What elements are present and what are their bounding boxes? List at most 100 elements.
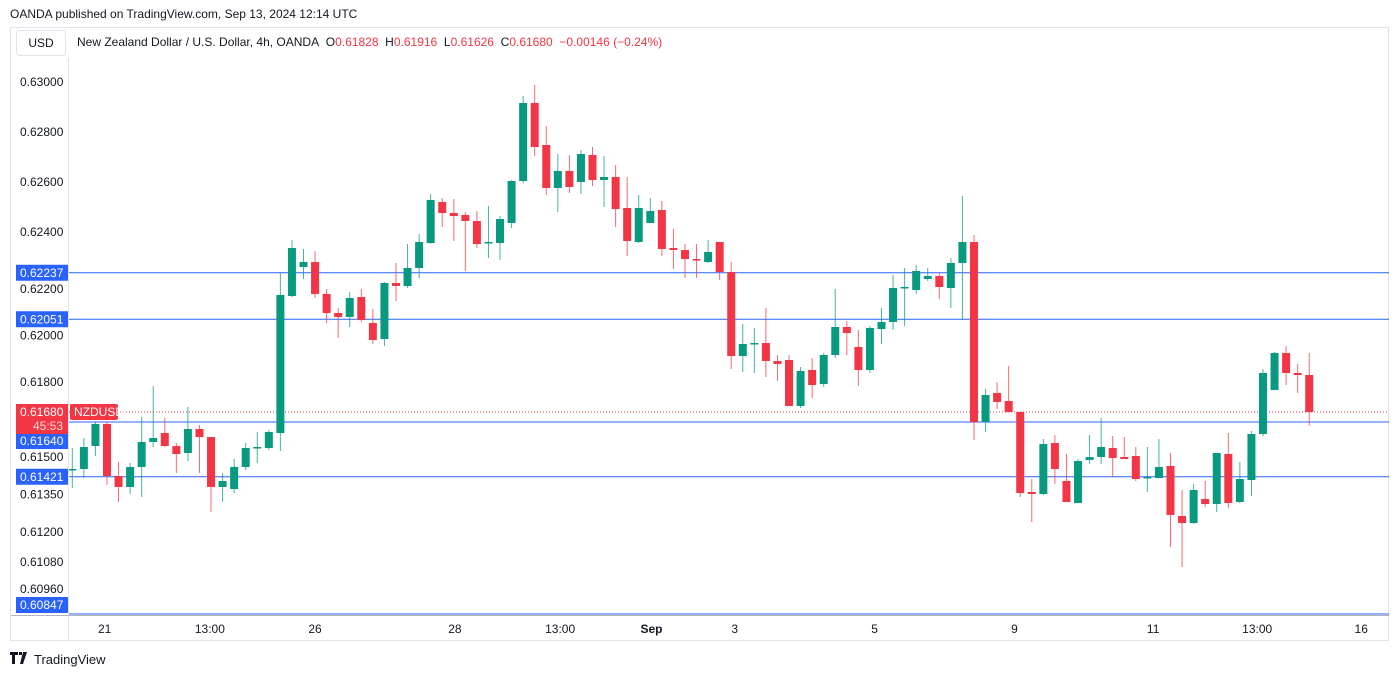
candle[interactable] <box>565 155 574 193</box>
candle[interactable] <box>253 432 262 463</box>
candle[interactable] <box>1027 479 1036 522</box>
candle[interactable] <box>160 418 169 447</box>
candle[interactable] <box>276 273 285 451</box>
candle[interactable] <box>576 150 585 194</box>
candle[interactable] <box>461 212 470 271</box>
candle[interactable] <box>1062 454 1071 502</box>
candle[interactable] <box>1166 453 1175 547</box>
candle[interactable] <box>126 463 135 494</box>
candle[interactable] <box>588 147 597 186</box>
candle[interactable] <box>241 443 250 470</box>
candle[interactable] <box>1016 412 1025 497</box>
candle[interactable] <box>496 216 505 260</box>
candle[interactable] <box>785 355 794 406</box>
candle[interactable] <box>969 235 978 440</box>
candle[interactable] <box>634 195 643 243</box>
candle[interactable] <box>1050 435 1059 484</box>
candle[interactable] <box>1270 352 1279 390</box>
candle[interactable] <box>1085 435 1094 464</box>
candle[interactable] <box>542 126 551 195</box>
candle[interactable] <box>1282 346 1291 385</box>
candle[interactable] <box>877 308 886 344</box>
candle[interactable] <box>530 85 539 156</box>
candle[interactable] <box>900 268 909 326</box>
candle[interactable] <box>1293 364 1302 393</box>
candle[interactable] <box>426 194 435 244</box>
candle[interactable] <box>1108 436 1117 477</box>
candle[interactable] <box>761 308 770 377</box>
candle[interactable] <box>854 330 863 386</box>
candle[interactable] <box>137 417 146 497</box>
candle[interactable] <box>391 263 400 301</box>
candle[interactable] <box>218 473 227 502</box>
candle[interactable] <box>149 386 158 447</box>
candle[interactable] <box>519 96 528 183</box>
candle[interactable] <box>993 382 1002 409</box>
candle[interactable] <box>842 321 851 355</box>
candle[interactable] <box>1235 462 1244 503</box>
candle[interactable] <box>264 430 273 450</box>
candle[interactable] <box>484 206 493 258</box>
candle[interactable] <box>322 289 331 323</box>
candle[interactable] <box>738 324 747 372</box>
candle[interactable] <box>692 244 701 278</box>
candle[interactable] <box>415 234 424 278</box>
candle[interactable] <box>796 367 805 408</box>
candle[interactable] <box>669 229 678 269</box>
candle[interactable] <box>287 240 296 297</box>
candle[interactable] <box>865 326 874 373</box>
candle[interactable] <box>981 389 990 432</box>
candle[interactable] <box>172 443 181 473</box>
candle[interactable] <box>958 196 967 320</box>
candle[interactable] <box>368 309 377 344</box>
candle[interactable] <box>1004 366 1013 412</box>
candle[interactable] <box>1178 490 1187 567</box>
candle[interactable] <box>345 292 354 327</box>
candle[interactable] <box>1224 433 1233 508</box>
candle[interactable] <box>600 156 609 207</box>
candle[interactable] <box>923 268 932 281</box>
candle[interactable] <box>773 355 782 381</box>
candle[interactable] <box>831 289 840 358</box>
candle[interactable] <box>1189 484 1198 524</box>
currency-button[interactable]: USD <box>16 30 66 56</box>
candle[interactable] <box>1131 447 1140 481</box>
candle[interactable] <box>1201 481 1210 507</box>
candle[interactable] <box>1247 431 1256 496</box>
candle[interactable] <box>1074 459 1083 503</box>
candle[interactable] <box>207 437 216 512</box>
candle[interactable] <box>449 199 458 241</box>
candle[interactable] <box>946 258 955 308</box>
candle[interactable] <box>472 211 481 248</box>
candle[interactable] <box>935 273 944 299</box>
candle[interactable] <box>507 180 516 228</box>
candle[interactable] <box>183 407 192 461</box>
candle[interactable] <box>1212 453 1221 512</box>
candle[interactable] <box>403 244 412 288</box>
candle[interactable] <box>438 198 447 227</box>
candle[interactable] <box>808 358 817 398</box>
candle[interactable] <box>102 422 111 485</box>
candle[interactable] <box>715 242 724 280</box>
candle[interactable] <box>1258 369 1267 436</box>
candle[interactable] <box>1143 447 1152 492</box>
candle[interactable] <box>195 425 204 473</box>
candle[interactable] <box>1305 353 1314 426</box>
candle[interactable] <box>1154 439 1163 478</box>
candle[interactable] <box>334 308 343 338</box>
candle[interactable] <box>1039 439 1048 495</box>
candle[interactable] <box>623 177 632 256</box>
candle[interactable] <box>114 462 123 502</box>
candle[interactable] <box>311 251 320 298</box>
candle[interactable] <box>230 459 239 493</box>
candle[interactable] <box>646 198 655 223</box>
candle[interactable] <box>819 353 828 387</box>
candle[interactable] <box>750 328 759 373</box>
candle[interactable] <box>704 240 713 263</box>
candle[interactable] <box>79 438 88 478</box>
candle[interactable] <box>553 154 562 212</box>
candle[interactable] <box>91 422 100 456</box>
candle[interactable] <box>1120 437 1129 459</box>
candle[interactable] <box>912 265 921 294</box>
